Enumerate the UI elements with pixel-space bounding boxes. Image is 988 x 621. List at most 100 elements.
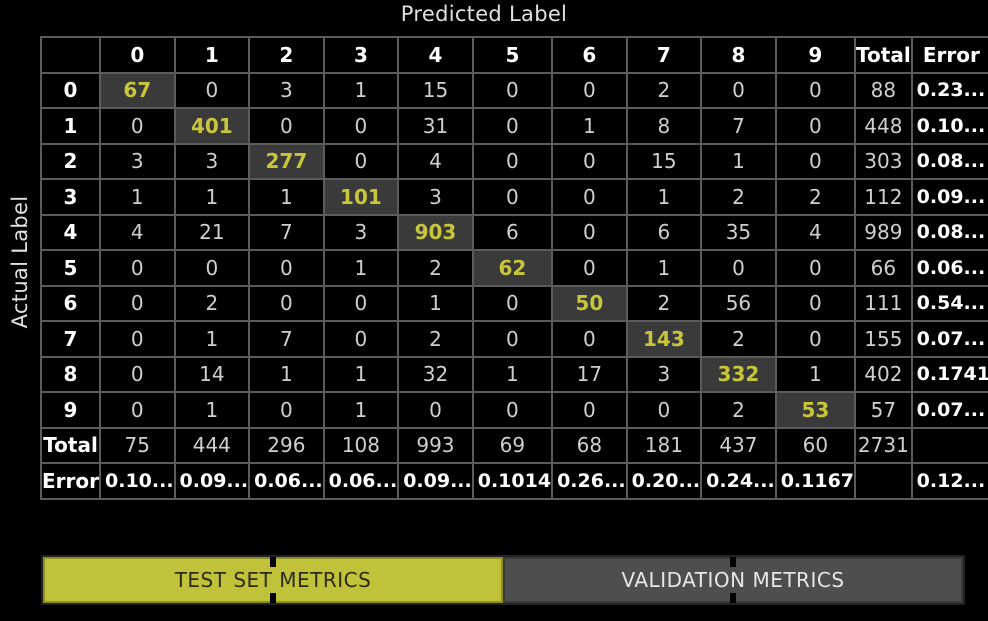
row-error-cell: 0.23... [910,71,988,109]
row-header-5: 5 [40,249,101,287]
error-row: Error 0.10... 0.09... 0.06... 0.06... 0.09...… [40,462,988,500]
matrix-cell: 7 [248,213,325,251]
matrix-cell: 15 [625,142,703,180]
matrix-cell: 0 [700,249,777,287]
matrix-cell: 15 [397,71,474,109]
column-total-cell: 60 [774,426,857,464]
diagonal-cell: 50 [551,284,628,322]
matrix-cell: 4 [774,213,857,251]
column-error-cell: 0.1014 [471,462,554,500]
row-header-4: 4 [40,213,101,251]
matrix-cell: 0 [99,107,176,145]
matrix-row-6: 6 0 2 0 0 1 0 50 2 56 0 111 0.54... [40,284,988,322]
matrix-cell: 7 [700,107,777,145]
matrix-cell: 21 [173,213,251,251]
row-header-9: 9 [40,391,101,429]
diagonal-cell: 101 [322,178,400,216]
matrix-row-7: 7 0 1 7 0 2 0 0 143 2 0 155 0.07... [40,320,988,358]
matrix-cell: 4 [397,142,474,180]
matrix-cell: 0 [551,178,628,216]
matrix-cell: 1 [551,107,628,145]
matrix-cell: 0 [322,284,400,322]
matrix-cell: 0 [322,320,400,358]
column-total-cell: 181 [625,426,703,464]
matrix-cell: 1 [625,249,703,287]
matrix-cell: 0 [471,391,554,429]
matrix-cell: 14 [173,355,251,393]
matrix-cell: 7 [248,320,325,358]
matrix-cell: 0 [322,142,400,180]
tab-test-set-metrics[interactable]: TEST SET METRICS [43,557,503,603]
matrix-cell: 0 [774,320,857,358]
matrix-row-8: 8 0 14 1 1 32 1 17 3 332 1 402 0.1741 [40,355,988,393]
col-header-total: Total [854,36,913,74]
matrix-cell: 0 [471,320,554,358]
matrix-cell: 0 [397,391,474,429]
column-total-cell: 69 [471,426,554,464]
row-header-6: 6 [40,284,101,322]
matrix-cell: 0 [551,249,628,287]
column-total-cell: 437 [700,426,777,464]
matrix-cell: 0 [774,249,857,287]
matrix-cell: 2 [397,249,474,287]
row-total-cell: 402 [854,355,913,393]
matrix-cell: 3 [397,178,474,216]
matrix-row-0: 0 67 0 3 1 15 0 0 2 0 0 88 0.23... [40,71,988,109]
matrix-cell: 4 [99,213,176,251]
matrix-cell: 2 [774,178,857,216]
diagonal-cell: 143 [625,320,703,358]
col-header-0: 0 [99,36,176,74]
predicted-label-title: Predicted Label [400,2,568,26]
matrix-cell: 1 [322,391,400,429]
grand-total-cell: 2731 [854,426,913,464]
row-total-cell: 57 [854,391,913,429]
matrix-cell: 2 [700,391,777,429]
tab-validation-metrics[interactable]: VALIDATION METRICS [503,557,963,603]
matrix-cell: 0 [774,107,857,145]
row-header-7: 7 [40,320,101,358]
matrix-cell: 0 [774,284,857,322]
matrix-cell: 0 [471,284,554,322]
matrix-cell: 3 [99,142,176,180]
col-header-error: Error [910,36,988,74]
matrix-cell: 0 [99,249,176,287]
overall-error-cell: 0.12... [910,462,988,500]
row-total-cell: 111 [854,284,913,322]
matrix-cell: 0 [551,71,628,109]
tab-divider-tick [730,593,736,603]
matrix-cell: 8 [625,107,703,145]
matrix-cell: 0 [99,355,176,393]
matrix-cell: 0 [625,391,703,429]
tab-divider-tick [270,557,276,567]
col-header-4: 4 [397,36,474,74]
matrix-cell: 0 [551,320,628,358]
tab-divider-tick [270,593,276,603]
tab-test-set-metrics-label: TEST SET METRICS [174,568,372,592]
col-header-9: 9 [774,36,857,74]
row-header-8: 8 [40,355,101,393]
matrix-cell: 0 [471,71,554,109]
matrix-cell: 2 [700,320,777,358]
empty-cell [910,426,988,464]
matrix-cell: 1 [322,249,400,287]
matrix-cell: 2 [173,284,251,322]
matrix-cell: 0 [471,142,554,180]
matrix-cell: 3 [322,213,400,251]
matrix-cell: 0 [551,391,628,429]
matrix-cell: 56 [700,284,777,322]
matrix-cell: 1 [774,355,857,393]
matrix-cell: 1 [322,355,400,393]
row-error-cell: 0.1741 [910,355,988,393]
matrix-cell: 3 [173,142,251,180]
matrix-cell: 0 [248,107,325,145]
column-error-cell: 0.06... [248,462,325,500]
row-total-cell: 66 [854,249,913,287]
matrix-cell: 32 [397,355,474,393]
matrix-cell: 0 [248,391,325,429]
matrix-cell: 0 [774,71,857,109]
column-error-cell: 0.10... [99,462,176,500]
header-row: 0 1 2 3 4 5 6 7 8 9 Total Error [40,36,988,74]
col-header-6: 6 [551,36,628,74]
matrix-cell: 1 [173,391,251,429]
